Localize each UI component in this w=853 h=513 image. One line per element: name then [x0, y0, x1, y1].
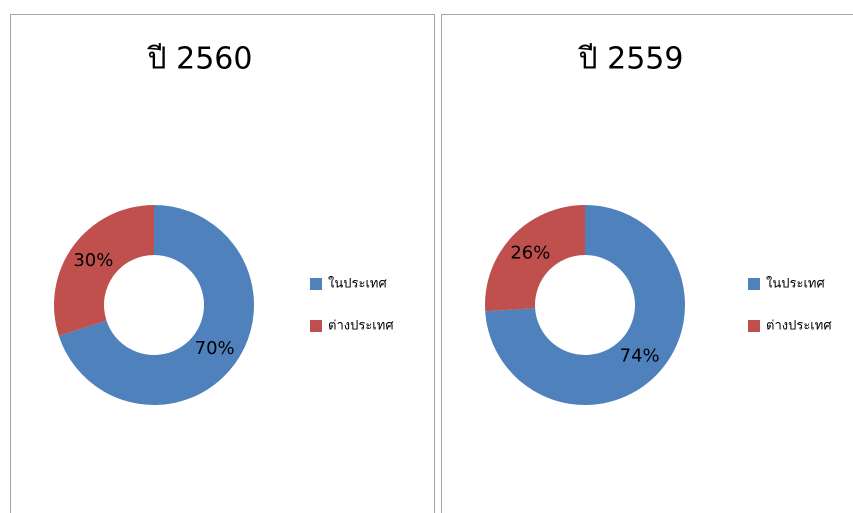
donut-segment	[58, 205, 254, 405]
data-label: 26%	[510, 243, 550, 264]
legend-swatch	[310, 278, 322, 290]
chart-title: ปี 2559	[578, 42, 684, 77]
legend-label: ในประเทศ	[766, 276, 825, 292]
legend-swatch	[310, 320, 322, 332]
data-label: 74%	[620, 345, 660, 366]
donut-segment	[53, 205, 155, 336]
legend-swatch	[748, 320, 760, 332]
legend-label: ต่างประเทศ	[328, 319, 394, 334]
donut-segment	[485, 205, 585, 312]
legend-swatch	[748, 278, 760, 290]
legend-label: ในประเทศ	[328, 276, 387, 292]
data-label: 30%	[73, 250, 113, 271]
legend-label: ต่างประเทศ	[766, 319, 832, 334]
data-label: 70%	[195, 338, 235, 359]
chart-title: ปี 2560	[147, 42, 253, 77]
donut-segment	[485, 205, 685, 405]
